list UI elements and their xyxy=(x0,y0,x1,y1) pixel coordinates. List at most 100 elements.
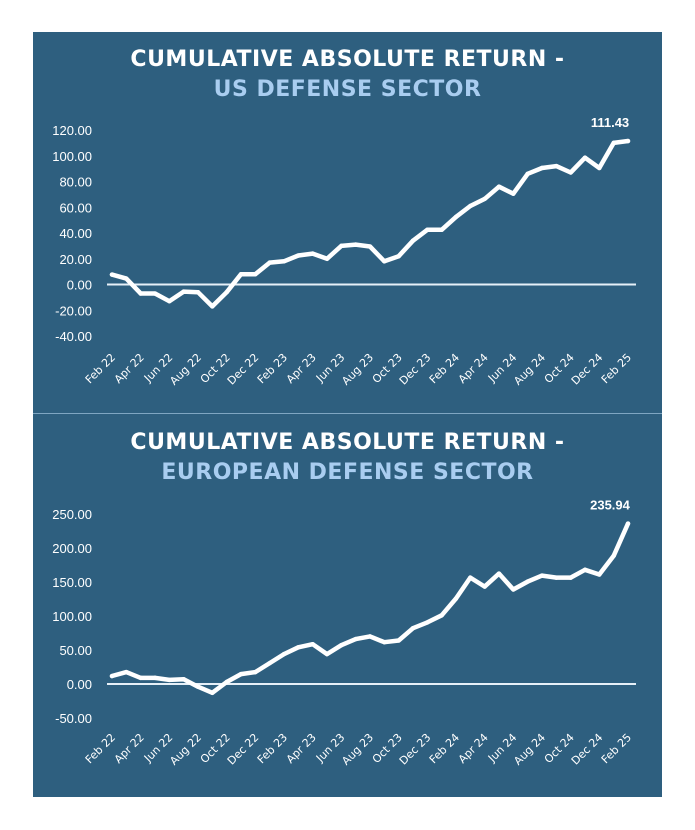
eu-xtick-label: Feb 22 xyxy=(83,731,118,766)
eu-data-point xyxy=(195,684,201,689)
us-xtick-label: Dec 22 xyxy=(225,351,262,388)
us-data-point xyxy=(210,304,215,309)
us-data-point xyxy=(124,276,129,281)
us-data-point xyxy=(539,165,545,171)
eu-ytick-label: 0.00 xyxy=(67,677,92,692)
us-ytick-label: -40.00 xyxy=(55,329,92,344)
eu-data-point xyxy=(367,634,373,639)
us-ytick-label: 80.00 xyxy=(59,175,92,190)
us-end-value-label: 111.43 xyxy=(591,115,629,130)
eu-ytick-label: -50.00 xyxy=(55,711,92,726)
us-data-point xyxy=(353,242,358,247)
us-data-point xyxy=(425,227,430,232)
us-xtick-label: Feb 25 xyxy=(599,351,634,386)
eu-data-point xyxy=(167,677,172,683)
us-xtick-label: Aug 23 xyxy=(339,351,376,388)
eu-data-point xyxy=(582,567,588,572)
us-data-point xyxy=(167,299,172,304)
us-chart: 120.00 100.00 80.00 60.00 40.00 20.00 0.00 -20.… xyxy=(52,115,636,388)
eu-data-point xyxy=(339,643,344,648)
us-xtick-label: Aug 22 xyxy=(167,351,204,388)
us-data-point xyxy=(396,253,401,259)
eu-data-point xyxy=(468,575,473,580)
eu-ytick-label: 150.00 xyxy=(52,575,92,590)
eu-data-point xyxy=(439,613,444,618)
us-data-point xyxy=(324,256,330,261)
us-data-point xyxy=(482,196,487,202)
us-xtick-label: Dec 24 xyxy=(569,351,606,388)
eu-xtick-label: Aug 24 xyxy=(511,731,548,768)
us-data-point xyxy=(224,290,229,295)
eu-ytick-label: 250.00 xyxy=(52,507,92,522)
us-ytick-label: 60.00 xyxy=(59,200,92,215)
eu-data-point xyxy=(253,669,258,675)
eu-xtick-label: Aug 22 xyxy=(167,731,204,768)
eu-xtick-label: Dec 23 xyxy=(397,731,434,768)
eu-chart-title: CUMULATIVE ABSOLUTE RETURN - EUROPEAN DE… xyxy=(33,428,662,488)
eu-data-point xyxy=(554,575,559,580)
us-xtick-label: Aug 24 xyxy=(511,351,548,388)
us-data-point xyxy=(281,259,287,264)
us-xtick-label: Apr 23 xyxy=(284,351,319,386)
eu-data-point xyxy=(382,640,387,645)
eu-data-point xyxy=(453,596,459,601)
us-xtick-label: Feb 23 xyxy=(255,351,290,386)
us-data-point xyxy=(410,238,416,243)
eu-data-point xyxy=(124,669,129,675)
us-data-point xyxy=(554,163,559,169)
us-ytick-label: -20.00 xyxy=(55,303,92,318)
eu-data-point xyxy=(267,660,272,666)
us-data-point xyxy=(453,214,459,220)
us-title-line2: US DEFENSE SECTOR xyxy=(213,77,482,102)
eu-ytick-label: 100.00 xyxy=(52,609,92,624)
eu-xtick-label: Aug 23 xyxy=(339,731,376,768)
eu-data-point xyxy=(109,673,115,679)
eu-data-point xyxy=(324,651,330,657)
us-data-point xyxy=(109,272,115,277)
eu-xtick-label: Apr 24 xyxy=(456,731,491,766)
eu-title-line2: EUROPEAN DEFENSE SECTOR xyxy=(161,460,534,485)
us-data-point xyxy=(152,291,158,296)
eu-data-point xyxy=(310,642,315,647)
eu-xtick-label: Feb 23 xyxy=(255,731,290,766)
eu-data-point xyxy=(482,584,487,589)
us-data-point xyxy=(625,138,631,144)
us-data-point xyxy=(367,244,373,249)
us-data-point xyxy=(310,251,315,256)
us-xtick-label: Feb 22 xyxy=(83,351,118,386)
eu-data-point xyxy=(396,638,401,643)
us-ytick-label: 120.00 xyxy=(52,123,92,138)
eu-xtick-label: Feb 24 xyxy=(427,731,462,766)
us-data-point xyxy=(296,253,301,258)
us-data-point xyxy=(238,272,244,277)
us-data-point xyxy=(267,260,272,265)
eu-data-point xyxy=(625,521,631,526)
us-data-point xyxy=(339,243,344,249)
us-data-point xyxy=(439,227,444,232)
us-xtick-label: Dec 23 xyxy=(397,351,434,388)
eu-chart: 250.00 200.00 150.00 100.00 50.00 0.00 -50.00 2… xyxy=(52,498,636,768)
us-xtick-label: Apr 22 xyxy=(112,351,147,386)
us-data-point xyxy=(195,290,201,295)
eu-data-point xyxy=(353,636,358,642)
eu-ytick-label: 200.00 xyxy=(52,541,92,556)
us-data-point xyxy=(597,165,602,171)
eu-data-point xyxy=(238,671,244,677)
us-ytick-label: 40.00 xyxy=(59,226,92,241)
us-data-point xyxy=(138,291,143,296)
us-title-line1: CUMULATIVE ABSOLUTE RETURN - xyxy=(130,47,565,72)
eu-title-line1: CUMULATIVE ABSOLUTE RETURN - xyxy=(130,430,565,455)
us-data-point xyxy=(382,259,387,264)
eu-data-point xyxy=(281,651,287,657)
eu-data-point xyxy=(210,690,215,696)
eu-data-point xyxy=(496,571,502,576)
eu-data-point xyxy=(181,677,186,682)
us-xtick-label: Feb 24 xyxy=(427,351,462,386)
us-data-point xyxy=(468,203,473,209)
eu-end-value-label: 235.94 xyxy=(590,498,631,513)
eu-data-point xyxy=(152,675,158,681)
us-data-point xyxy=(582,155,588,160)
chart-panel xyxy=(33,32,662,797)
panel-divider xyxy=(33,413,662,414)
